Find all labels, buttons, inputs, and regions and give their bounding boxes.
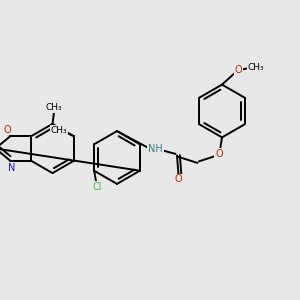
Text: CH₃: CH₃ — [248, 63, 264, 72]
Text: N: N — [8, 163, 16, 173]
Text: O: O — [175, 174, 182, 184]
Text: O: O — [215, 149, 223, 159]
Text: CH₃: CH₃ — [50, 126, 67, 135]
Text: Cl: Cl — [93, 182, 103, 192]
Text: O: O — [235, 64, 242, 75]
Text: NH: NH — [148, 144, 163, 154]
Text: CH₃: CH₃ — [46, 103, 62, 112]
Text: O: O — [4, 124, 11, 135]
